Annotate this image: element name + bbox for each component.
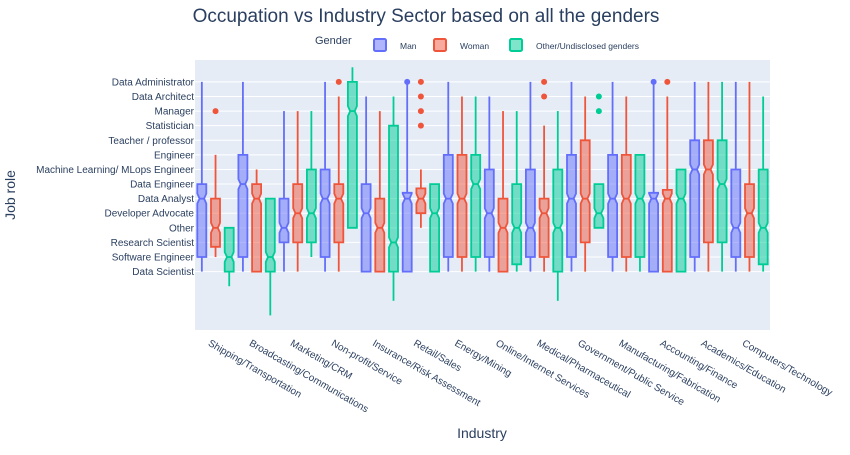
- box-body: [538, 197, 550, 258]
- outlier-point: [417, 78, 424, 85]
- box-body: [730, 168, 742, 258]
- outlier-point: [650, 78, 657, 85]
- y-tick-label: Data Scientist: [132, 267, 194, 278]
- outlier-point: [595, 93, 602, 100]
- y-tick-label: Software Engineer: [112, 253, 195, 264]
- box-plots: [196, 67, 769, 316]
- box-body: [305, 168, 317, 244]
- y-tick-label: Other: [169, 223, 195, 234]
- box-body: [210, 197, 221, 248]
- legend-label: Woman: [460, 41, 489, 51]
- x-axis-label: Industry: [457, 425, 507, 441]
- outlier-point: [541, 93, 548, 100]
- y-tick-label: Teacher / professor: [108, 136, 194, 147]
- y-tick-label: Data Architect: [132, 92, 194, 103]
- box-body: [470, 153, 482, 258]
- box-body: [620, 153, 632, 258]
- y-tick-label: Developer Advocate: [104, 209, 194, 220]
- legend-swatch: [433, 38, 447, 52]
- box-body: [634, 153, 646, 258]
- outlier-point: [664, 78, 671, 85]
- box-body: [223, 226, 235, 273]
- box-body: [566, 153, 577, 258]
- y-tick-label: Data Engineer: [130, 180, 195, 191]
- box-body: [251, 183, 263, 273]
- box-body: [648, 191, 659, 273]
- chart-title: Occupation vs Industry Sector based on a…: [193, 6, 660, 27]
- box-body: [388, 124, 399, 273]
- legend-title: Gender: [315, 35, 352, 47]
- box-body: [333, 183, 345, 244]
- box-body: [196, 183, 208, 258]
- box-body: [319, 168, 331, 258]
- y-tick-label: Manager: [155, 107, 195, 118]
- outlier-point: [417, 122, 424, 129]
- box-body: [346, 81, 358, 229]
- outlier-point: [417, 93, 424, 100]
- box-body: [497, 197, 509, 273]
- box-body: [552, 168, 564, 273]
- legend-swatch: [373, 38, 387, 52]
- box-body: [278, 197, 290, 244]
- legend: Man Woman Other/Undisclosed genders: [373, 38, 639, 52]
- outlier-point: [335, 78, 342, 85]
- box-body: [415, 187, 427, 215]
- y-tick-label: Machine Learning/ MLops Engineer: [36, 165, 195, 176]
- box-body: [429, 183, 441, 273]
- box-body: [675, 168, 687, 273]
- plot-area: [195, 60, 770, 330]
- y-tick-label: Data Administrator: [112, 77, 195, 88]
- box-body: [456, 153, 468, 258]
- grid: [195, 81, 770, 273]
- box-body: [716, 139, 728, 244]
- box-body: [442, 153, 454, 258]
- box-body: [703, 139, 714, 244]
- legend-swatch: [509, 38, 523, 52]
- outlier-point: [212, 108, 219, 115]
- box-body: [757, 168, 769, 266]
- box-body: [511, 183, 523, 266]
- box-body: [237, 153, 249, 258]
- box-body: [593, 183, 605, 229]
- box-body: [744, 183, 755, 258]
- y-axis-ticks: Data Scientist Software Engineer Research …: [36, 77, 195, 278]
- outlier-point: [541, 78, 548, 85]
- x-tick-label: Non-profit/Service: [329, 338, 404, 388]
- outlier-point: [404, 78, 411, 85]
- box-body: [579, 139, 591, 244]
- y-tick-label: Data Analyst: [138, 194, 194, 205]
- box-body: [689, 139, 701, 258]
- y-tick-label: Statistician: [146, 121, 194, 132]
- box-body: [525, 168, 536, 258]
- box-body: [661, 188, 673, 273]
- box-body: [360, 183, 372, 273]
- legend-label: Man: [400, 41, 417, 51]
- y-axis-label: Job role: [2, 170, 18, 220]
- y-tick-label: Research Scientist: [111, 238, 195, 249]
- box-body: [264, 197, 276, 273]
- outlier-point: [417, 108, 424, 115]
- legend-label: Other/Undisclosed genders: [536, 41, 639, 51]
- x-axis-ticks: Shipping/TransportationBroadcasting/Comm…: [206, 338, 834, 415]
- box-body: [607, 153, 618, 258]
- outlier-point: [595, 108, 602, 115]
- y-tick-label: Engineer: [154, 150, 195, 161]
- box-body: [401, 191, 413, 273]
- box-body: [374, 197, 386, 273]
